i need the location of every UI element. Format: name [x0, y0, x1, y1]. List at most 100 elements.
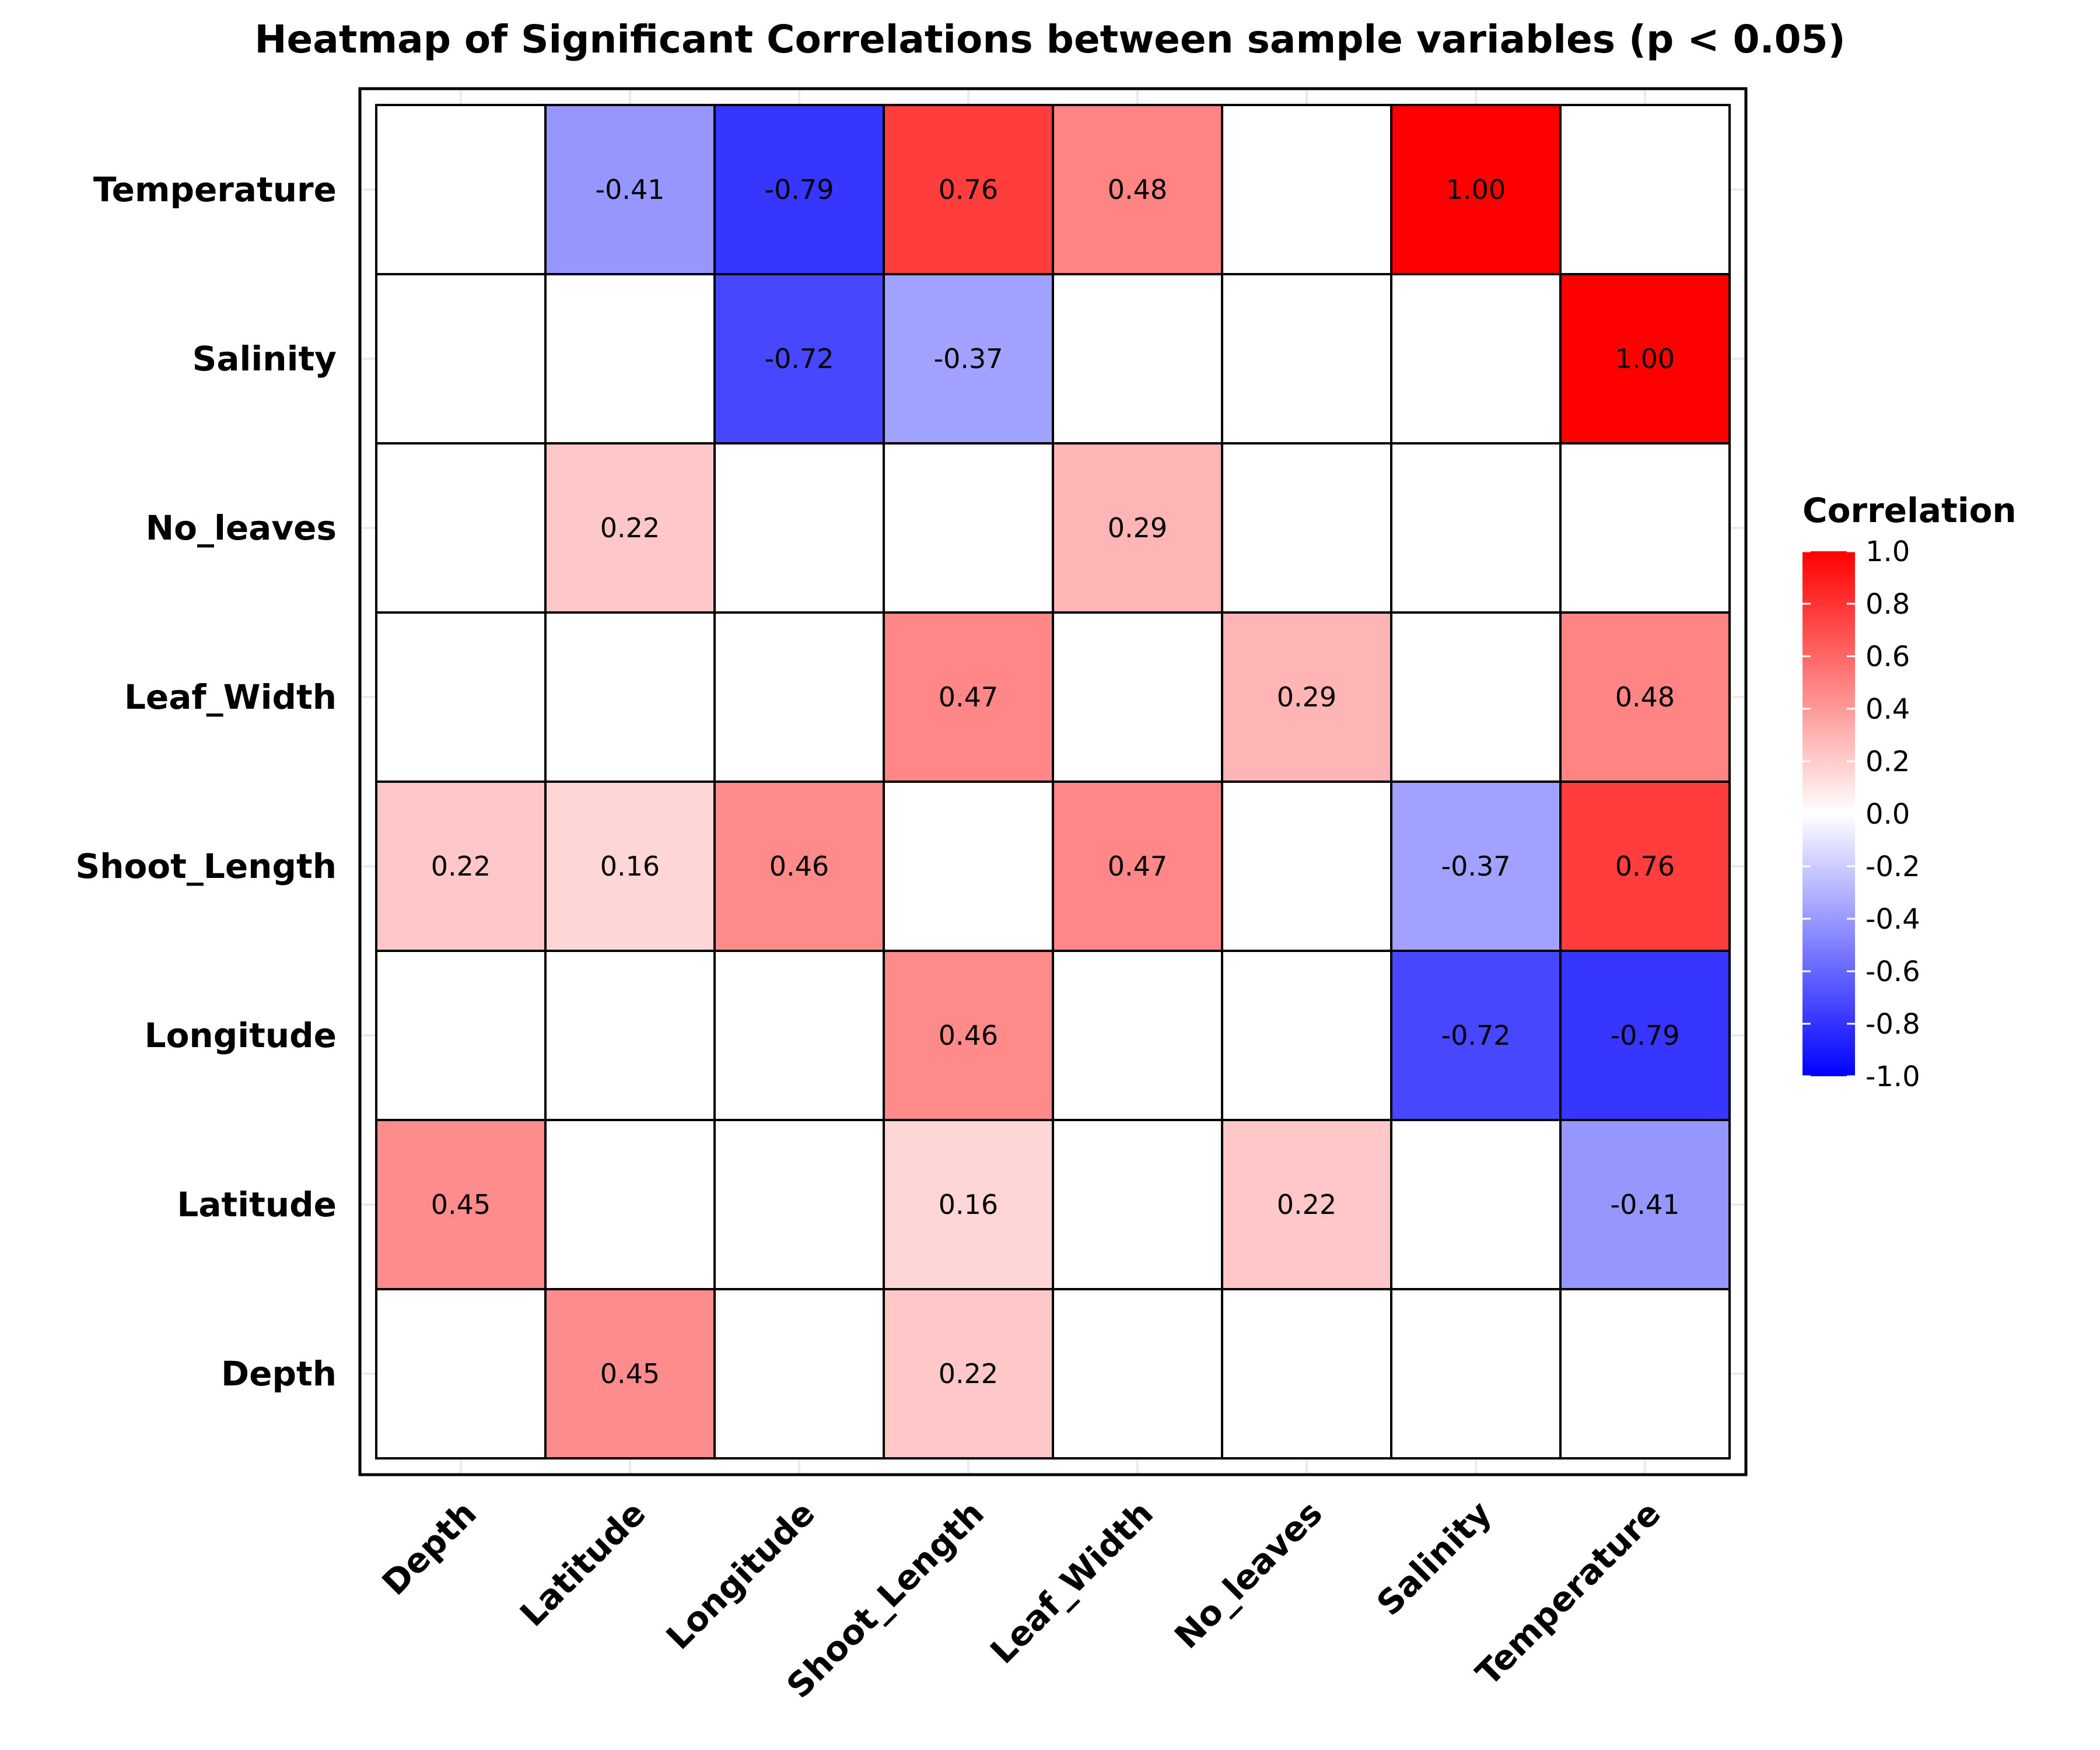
cell-value-label: 0.22: [1277, 1189, 1336, 1220]
heatmap-cell: [544, 273, 716, 444]
heatmap-cell: [1390, 780, 1562, 952]
heatmap-cell: [883, 104, 1054, 275]
cell-value-label: 0.48: [1108, 174, 1167, 205]
heatmap-cell: [1390, 104, 1562, 275]
heatmap-cell: [1390, 950, 1562, 1121]
heatmap-cell: [713, 1119, 885, 1290]
heatmap-cell: [1221, 1119, 1392, 1290]
cell-value-label: 0.46: [769, 850, 829, 882]
y-axis-tick-label: Shoot_Length: [75, 846, 337, 886]
cell-value-label: -0.72: [764, 343, 834, 374]
legend-tick-label: 1.0: [1866, 536, 1910, 568]
cell-value-label: 0.16: [600, 850, 660, 882]
heatmap-cell: [1559, 780, 1731, 952]
legend-ticks: 1.0 0.8 0.6 0.4 0.2 0.0 -0.2 -0.4 -0.6 -0.8 -1.0: [1803, 536, 1920, 1093]
heatmap-cell-labels: -0.41 -0.79 0.76 0.48 1.00 -0.72 -0.37 1.00 0.22…: [431, 174, 1680, 1390]
cell-value-label: -0.79: [764, 174, 834, 205]
legend-tick-label: 0.2: [1866, 746, 1910, 778]
y-axis-tick-label: Longitude: [145, 1016, 337, 1055]
heatmap-cell: [883, 611, 1054, 783]
cell-value-label: 0.29: [1108, 512, 1167, 544]
cell-value-label: 0.22: [431, 850, 491, 882]
legend-tick-label: -0.8: [1866, 1008, 1920, 1041]
cell-value-label: -0.79: [1610, 1020, 1679, 1051]
y-axis-tick-label: Depth: [221, 1354, 337, 1394]
heatmap-cell: [544, 1288, 716, 1460]
heatmap-cell: [883, 442, 1054, 614]
heatmap-cell: [1221, 104, 1392, 275]
legend-tick-label: -0.4: [1866, 903, 1920, 936]
y-axis-tick-label: Salinity: [192, 339, 337, 379]
y-axis-tick-label: Leaf_Width: [124, 677, 337, 717]
heatmap-cell: [375, 1288, 547, 1460]
heatmap-cell: [544, 950, 716, 1121]
legend-color-bar: [1803, 551, 1855, 1076]
legend-tick-label: 0.0: [1866, 798, 1910, 831]
legend-tick-label: 0.6: [1866, 640, 1910, 673]
heatmap-cell: [1559, 950, 1731, 1121]
legend-tick-label: -0.2: [1866, 850, 1920, 883]
heatmap-cell: [1221, 1288, 1392, 1460]
heatmap-cell: [1221, 273, 1392, 444]
heatmap-cell: [1390, 1119, 1562, 1290]
heatmap-cells: [375, 104, 1731, 1460]
legend-tick-label: 0.8: [1866, 588, 1910, 621]
heatmap-cell: [375, 780, 547, 952]
heatmap-cell: [1221, 780, 1392, 952]
cell-value-label: 0.76: [1615, 850, 1675, 882]
heatmap-cell: [1052, 1119, 1223, 1290]
heatmap-cell: [713, 611, 885, 783]
cell-value-label: 0.29: [1277, 681, 1336, 713]
heatmap-cell: [713, 442, 885, 614]
heatmap-cell: [1559, 442, 1731, 614]
heatmap-cell: [1221, 950, 1392, 1121]
y-axis-tick-label: Latitude: [177, 1185, 337, 1224]
heatmap-cell: [1559, 611, 1731, 783]
heatmap-cell: [375, 950, 547, 1121]
panel-border: [358, 87, 1748, 1476]
heatmap-cell: [1390, 1288, 1562, 1460]
heatmap-cell: [883, 780, 1054, 952]
heatmap-cell: [883, 950, 1054, 1121]
cell-value-label: 0.47: [1108, 850, 1167, 882]
legend-tick-label: -0.6: [1866, 956, 1920, 988]
heatmap-cell: [1390, 442, 1562, 614]
heatmap-cell: [1559, 1119, 1731, 1290]
cell-value-label: 0.22: [939, 1358, 998, 1390]
cell-value-label: -0.41: [1610, 1189, 1679, 1220]
heatmap-cell: [1052, 104, 1223, 275]
heatmap-cell: [1559, 273, 1731, 444]
cell-value-label: -0.37: [933, 343, 1003, 374]
cell-value-label: 1.00: [1615, 343, 1675, 374]
heatmap-cell: [544, 780, 716, 952]
y-axis-tick-label: Temperature: [93, 170, 337, 209]
heatmap-cell: [544, 1119, 716, 1290]
heatmap-cell: [1559, 104, 1731, 275]
cell-value-label: -0.37: [1441, 850, 1510, 882]
legend-tick-label: 0.4: [1866, 693, 1910, 726]
heatmap-cell: [1221, 442, 1392, 614]
chart-title: Heatmap of Significant Correlations betw…: [254, 17, 1845, 62]
heatmap-cell: [1052, 780, 1223, 952]
cell-value-label: 0.46: [939, 1020, 998, 1051]
heatmap-cell: [375, 442, 547, 614]
heatmap-cell: [544, 611, 716, 783]
cell-value-label: 0.47: [939, 681, 998, 713]
heatmap-cell: [1052, 950, 1223, 1121]
heatmap-cell: [1390, 273, 1562, 444]
heatmap-cell: [1390, 611, 1562, 783]
heatmap-cell: [375, 611, 547, 783]
heatmap-cell: [713, 273, 885, 444]
heatmap-cell: [1052, 611, 1223, 783]
heatmap-cell: [375, 273, 547, 444]
cell-value-label: 0.45: [431, 1189, 491, 1220]
legend-title: Correlation: [1803, 491, 2017, 530]
y-axis-tick-label: No_leaves: [146, 508, 337, 548]
cell-value-label: 0.45: [600, 1358, 660, 1390]
legend: Correlation 1.0 0.8 0.6 0.4 0.2 0.0 -0.2 -0.4 -0…: [1803, 491, 2017, 1093]
cell-value-label: 1.00: [1446, 174, 1506, 205]
heatmap-cell: [713, 780, 885, 952]
heatmap-cell: [1052, 1288, 1223, 1460]
heatmap-cell: [713, 950, 885, 1121]
